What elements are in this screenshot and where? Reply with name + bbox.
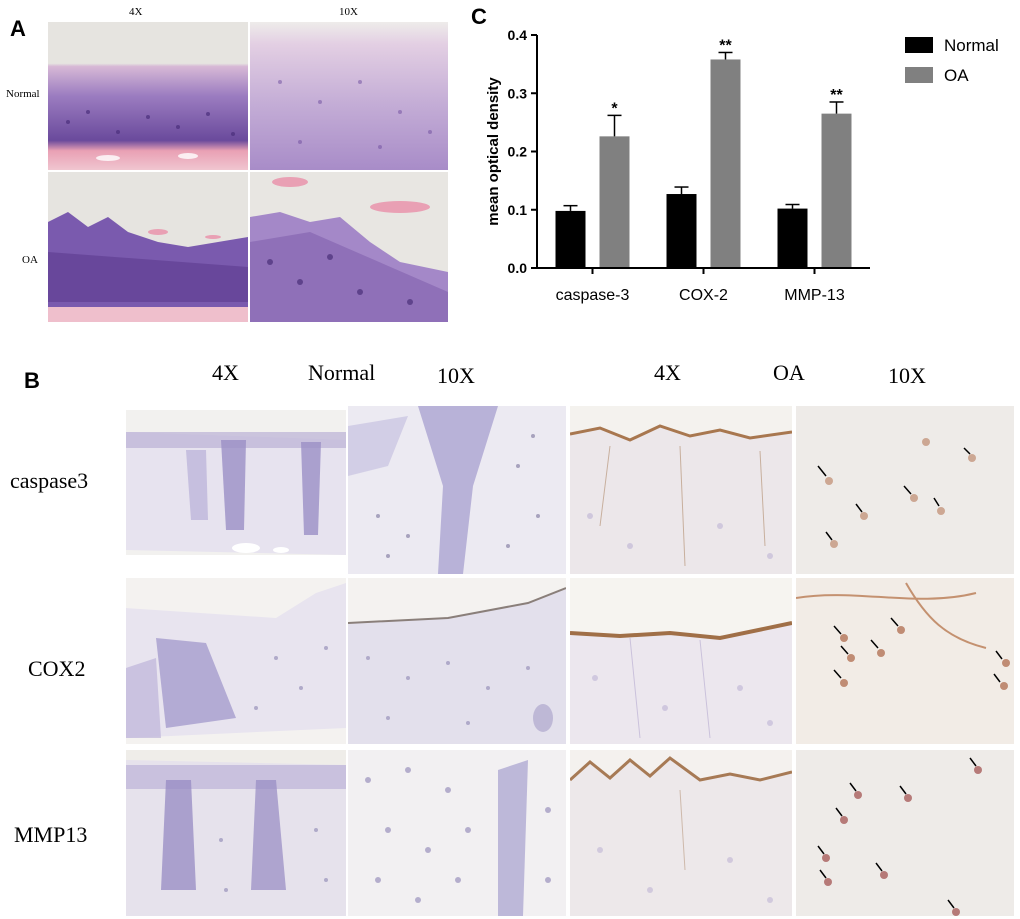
- panel-b-header-oa-10x: 10X: [888, 363, 926, 388]
- ihc-cox2-oa-10x-micrograph: [796, 578, 1014, 744]
- he-oa-10x-micrograph: [250, 172, 448, 322]
- panel-a-row-label-normal: Normal: [6, 88, 40, 100]
- panel-b-header-normal-4x: 4X: [212, 360, 239, 385]
- legend-label-normal: Normal: [944, 36, 999, 55]
- panel-a-col-label-4x: 4X: [129, 6, 143, 18]
- significance-marker: *: [611, 100, 618, 117]
- significance-marker: **: [830, 87, 843, 104]
- panel-b-row-label-mmp13: MMP13: [14, 822, 88, 847]
- ihc-caspase3-oa-10x-micrograph: [796, 406, 1014, 574]
- panel-b-row-label-cox2: COX2: [28, 656, 86, 681]
- ihc-mmp13-normal-10x-micrograph: [348, 750, 566, 916]
- bar-normal: [777, 208, 808, 268]
- panel-b-header-oa-4x: 4X: [654, 360, 681, 385]
- ihc-cox2-normal-4x-micrograph: [126, 578, 346, 744]
- panel-a-row-label-oa: OA: [22, 254, 38, 266]
- ihc-caspase3-normal-10x-micrograph: [348, 406, 566, 574]
- bar-oa: [710, 59, 741, 269]
- x-tick-label: COX-2: [679, 287, 728, 304]
- x-tick-label: MMP-13: [784, 287, 845, 304]
- y-tick-label: 0.4: [508, 27, 528, 43]
- bar-oa: [821, 113, 852, 268]
- panel-c-letter: C: [471, 4, 487, 29]
- x-tick-label: caspase-3: [556, 287, 630, 304]
- panel-b-header-oa: OA: [773, 360, 805, 385]
- ihc-cox2-normal-10x-micrograph: [348, 578, 566, 744]
- significance-marker: **: [719, 37, 732, 54]
- ihc-cox2-oa-4x-micrograph: [570, 578, 792, 744]
- y-tick-label: 0.2: [508, 144, 528, 160]
- ihc-caspase3-oa-4x-micrograph: [570, 406, 792, 574]
- panel-a-letter: A: [10, 16, 26, 41]
- legend-swatch-normal: [905, 37, 933, 53]
- bar-normal: [555, 210, 586, 268]
- he-normal-4x-micrograph: [48, 22, 248, 170]
- y-tick-label: 0.3: [508, 85, 528, 101]
- ihc-mmp13-normal-4x-micrograph: [126, 750, 346, 916]
- ihc-mmp13-oa-4x-micrograph: [570, 750, 792, 916]
- panel-b-letter: B: [24, 368, 40, 393]
- legend-label-oa: OA: [944, 66, 969, 85]
- ihc-caspase3-normal-4x-micrograph: [126, 410, 346, 574]
- panel-b-header-normal-10x: 10X: [437, 363, 475, 388]
- bar-normal: [666, 194, 697, 268]
- he-normal-10x-micrograph: [250, 22, 448, 170]
- bar-oa: [599, 136, 630, 268]
- he-oa-4x-micrograph: [48, 172, 248, 322]
- panel-b-row-label-caspase3: caspase3: [10, 468, 89, 493]
- legend-swatch-oa: [905, 67, 933, 83]
- panel-a-col-label-10x: 10X: [339, 6, 358, 18]
- y-tick-label: 0.1: [508, 202, 528, 218]
- y-axis-label: mean optical density: [485, 77, 502, 226]
- y-tick-label: 0.0: [508, 260, 528, 276]
- ihc-mmp13-oa-10x-micrograph: [796, 750, 1014, 916]
- panel-b-header-normal: Normal: [308, 360, 376, 385]
